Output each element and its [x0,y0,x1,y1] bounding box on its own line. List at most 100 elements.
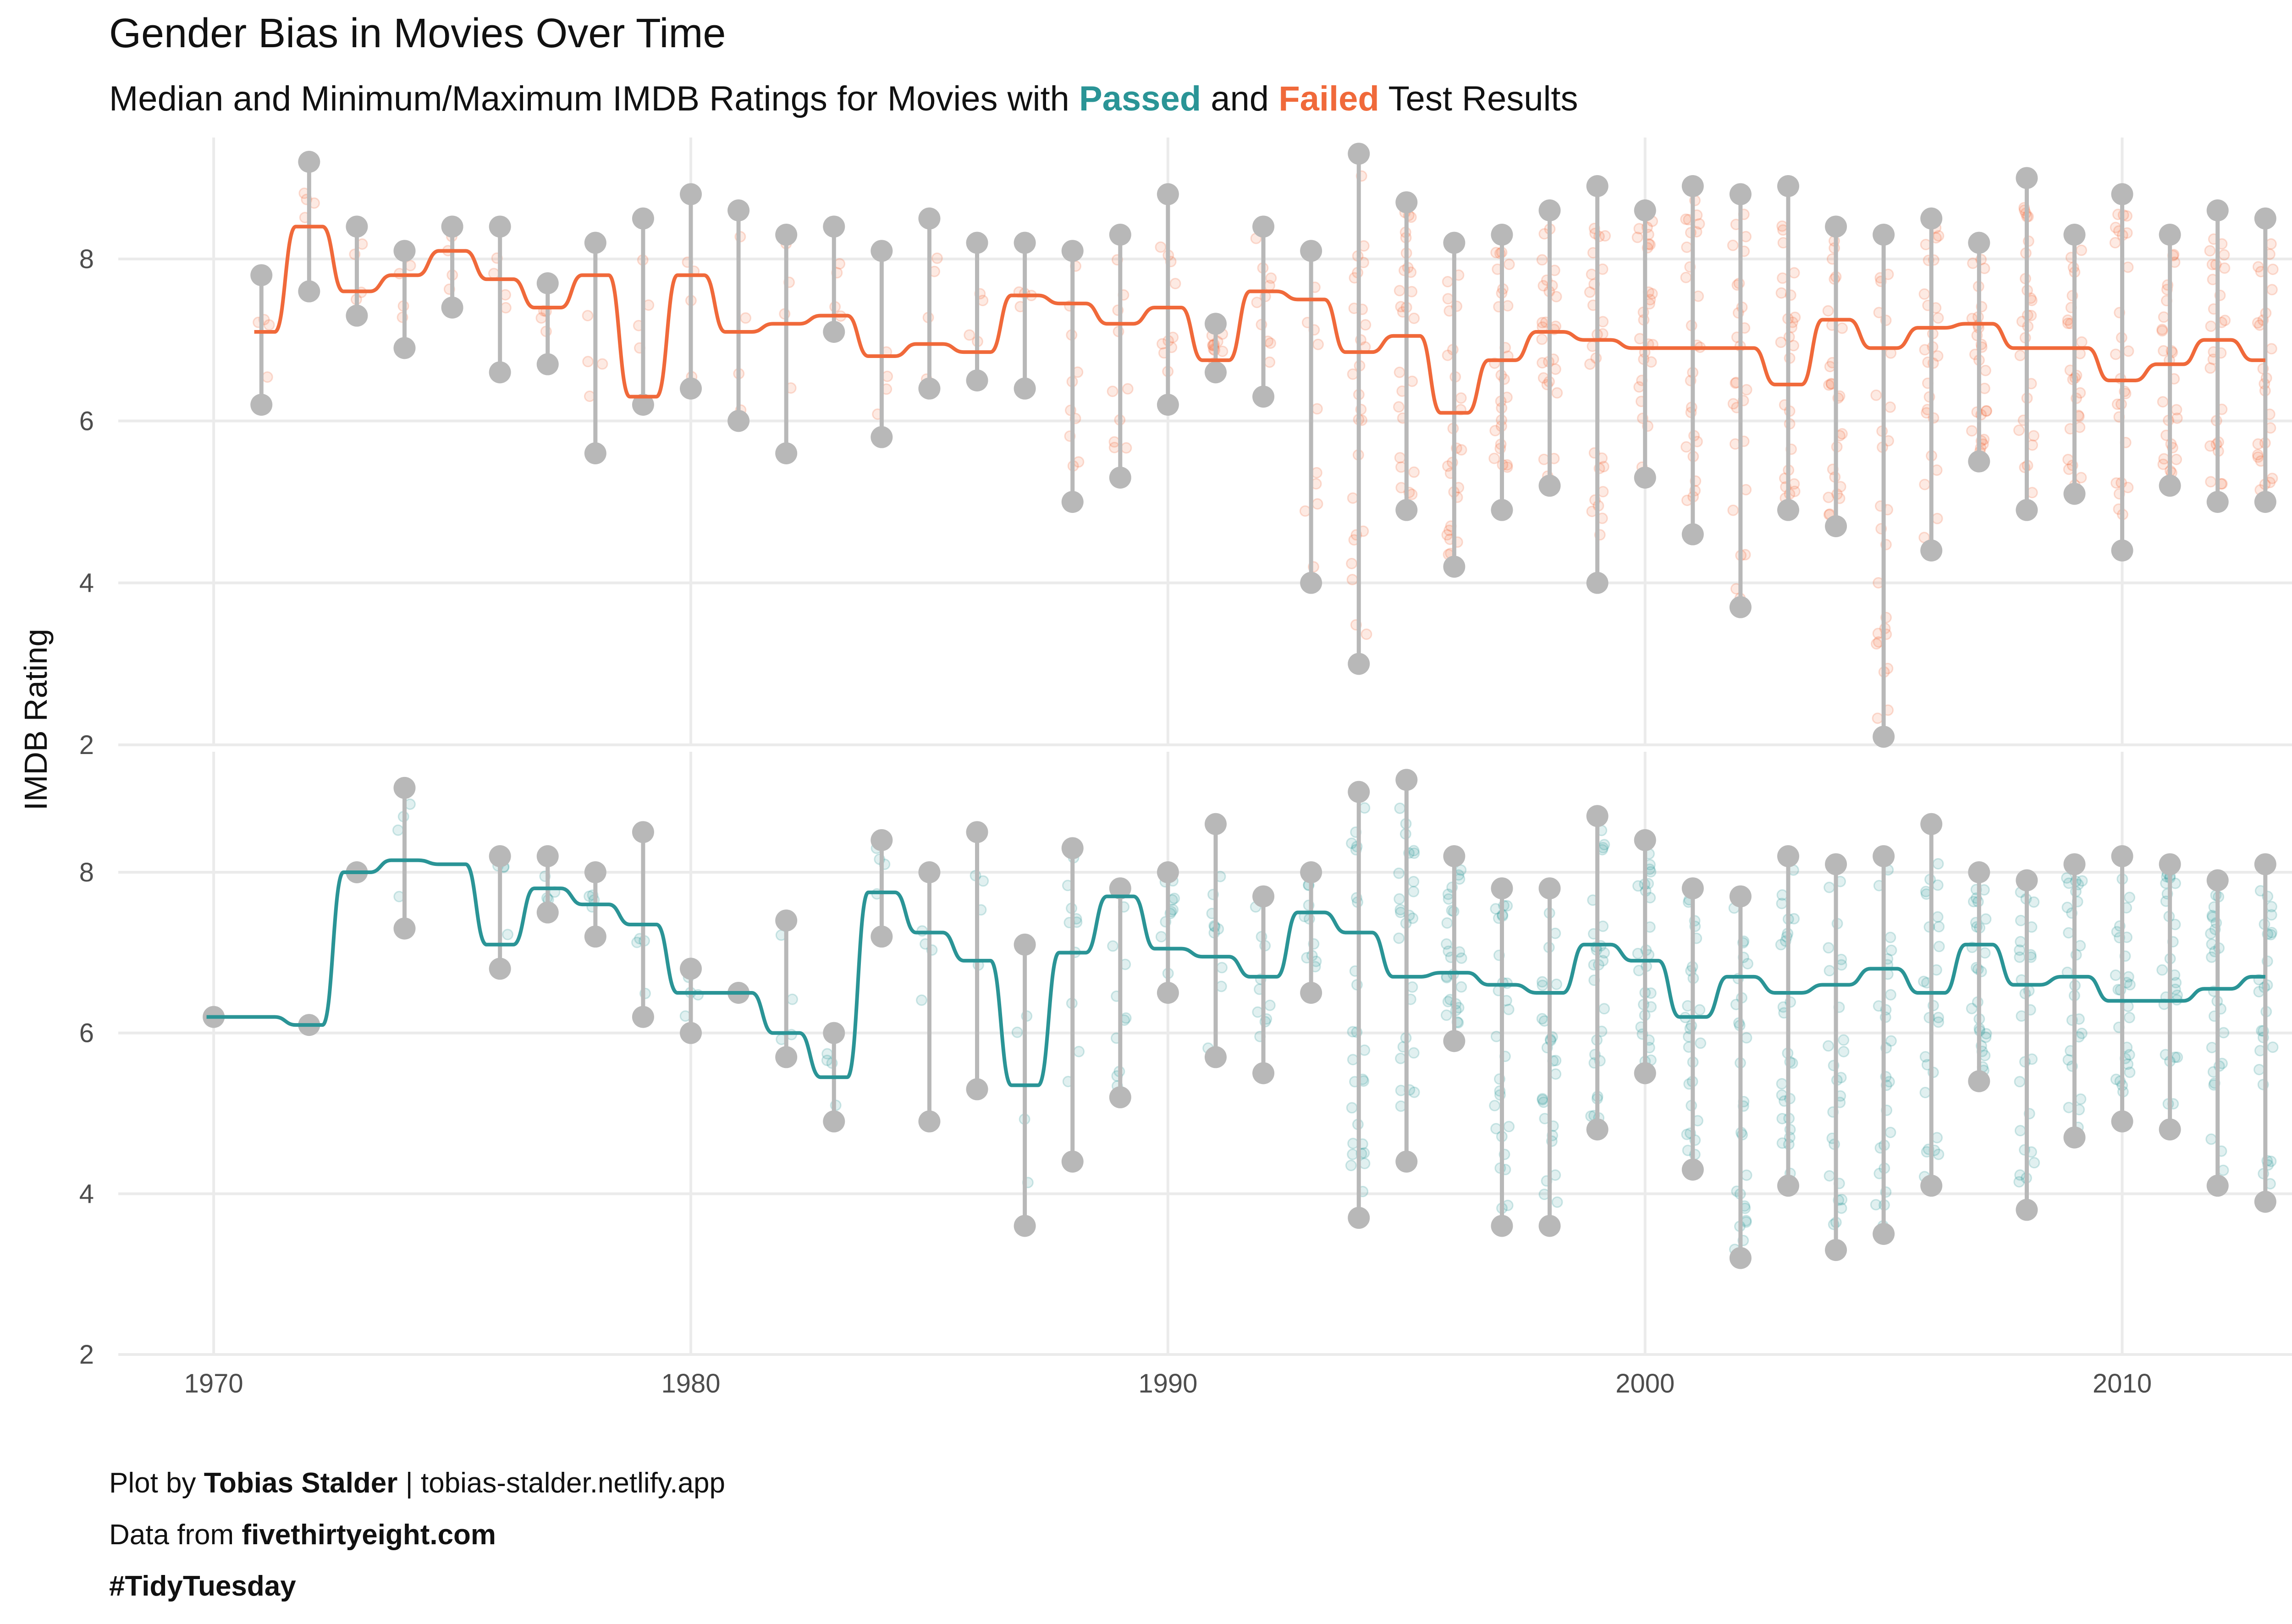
jitter-point [2124,1066,2136,1078]
jitter-point [1550,1055,1562,1067]
jitter-point [1551,387,1563,399]
caption-website: | tobias-stalder.netlify.app [397,1467,725,1499]
jitter-point [2171,453,2182,465]
max-point [2111,183,2133,205]
min-point [1968,450,1990,473]
jitter-point [1823,942,1835,954]
max-point [2159,853,2181,875]
max-point [441,215,463,238]
jitter-point [2074,940,2086,952]
jitter-point [1408,1086,1420,1098]
jitter-point [1455,392,1467,404]
jitter-point [2122,482,2134,494]
jitter-point [1823,1040,1835,1052]
max-point [1538,877,1561,900]
max-point [1586,175,1609,197]
min-point [1920,539,1943,562]
jitter-point [1394,802,1406,814]
jitter-point [1217,345,1229,357]
max-point [871,240,893,262]
jitter-point [1443,893,1455,905]
jitter-point [596,358,608,370]
y-tick-label: 4 [79,1179,94,1209]
jitter-point [2205,476,2217,488]
caption-line-1: Plot by Tobias Stalder | tobias-stalder.… [109,1469,725,1497]
min-point [1825,1239,1847,1261]
max-point [1395,769,1418,791]
jitter-point [1694,1004,1706,1016]
min-point [1538,474,1561,497]
jitter-point [1536,254,1548,266]
min-point [1395,499,1418,521]
jitter-point [404,259,416,271]
jitter-point [1455,981,1467,993]
subtitle-prefix: Median and Minimum/Maximum IMDB Ratings … [109,79,1079,118]
min-point [250,394,273,416]
min-point [2111,539,2133,562]
min-point [1348,1206,1370,1229]
jitter-point [1931,512,1943,524]
jitter-point [1599,230,1611,242]
min-point [1109,467,1131,489]
jitter-point [1884,989,1896,1001]
jitter-point [1393,867,1405,879]
jitter-point [1346,1102,1358,1114]
max-point [1252,215,1275,238]
jitter-point [1741,1032,1752,1044]
jitter-point [1489,425,1501,437]
jitter-point [1933,1148,1945,1160]
min-point [393,917,416,940]
jitter-point [1822,305,1834,317]
jitter-point [821,1048,833,1060]
jitter-point [2156,964,2168,976]
max-point [1204,313,1227,335]
jitter-point [1980,1028,1992,1040]
min-point [966,369,988,391]
jitter-point [1537,280,1549,292]
min-point [1252,385,1275,408]
jitter-point [1394,903,1406,915]
max-point [1443,845,1466,867]
jitter-point [1776,1137,1788,1149]
min-point [1061,491,1084,513]
x-tick-label: 2010 [2093,1369,2152,1398]
jitter-point [2265,901,2277,913]
jitter-point [1645,1001,1657,1013]
max-point [2254,207,2276,230]
jitter-point [1155,241,1167,253]
max-point [1538,199,1561,221]
jitter-point [2158,311,2170,323]
jitter-point [1536,976,1548,988]
jitter-point [2110,348,2121,360]
jitter-point [1824,881,1835,893]
jitter-point [2061,872,2073,884]
jitter-point [1263,280,1275,292]
jitter-point [1537,1093,1548,1105]
max-point [918,861,941,883]
jitter-point [1740,1216,1752,1228]
max-point [2111,845,2133,867]
min-point [1729,596,1752,618]
jitter-point [1776,1112,1788,1124]
jitter-point [1490,1123,1502,1134]
subtitle-suffix: Test Results [1379,79,1578,118]
jitter-point [2204,245,2216,257]
jitter-point [2063,1101,2075,1113]
jitter-point [2061,902,2073,914]
jitter-point [1932,879,1944,891]
max-point [1061,837,1084,859]
jitter-point [1489,1100,1501,1112]
jitter-point [2218,249,2230,261]
jitter-point [1538,453,1550,465]
jitter-point [2205,320,2217,332]
jitter-point [1252,1006,1264,1018]
max-point [536,845,559,867]
jitter-point [1919,1087,1931,1099]
jitter-point [1681,241,1693,253]
max-point [1300,861,1322,883]
max-point [775,909,798,932]
min-point [2206,1174,2229,1197]
jitter-point [2171,412,2183,424]
jitter-point [1824,965,1835,977]
